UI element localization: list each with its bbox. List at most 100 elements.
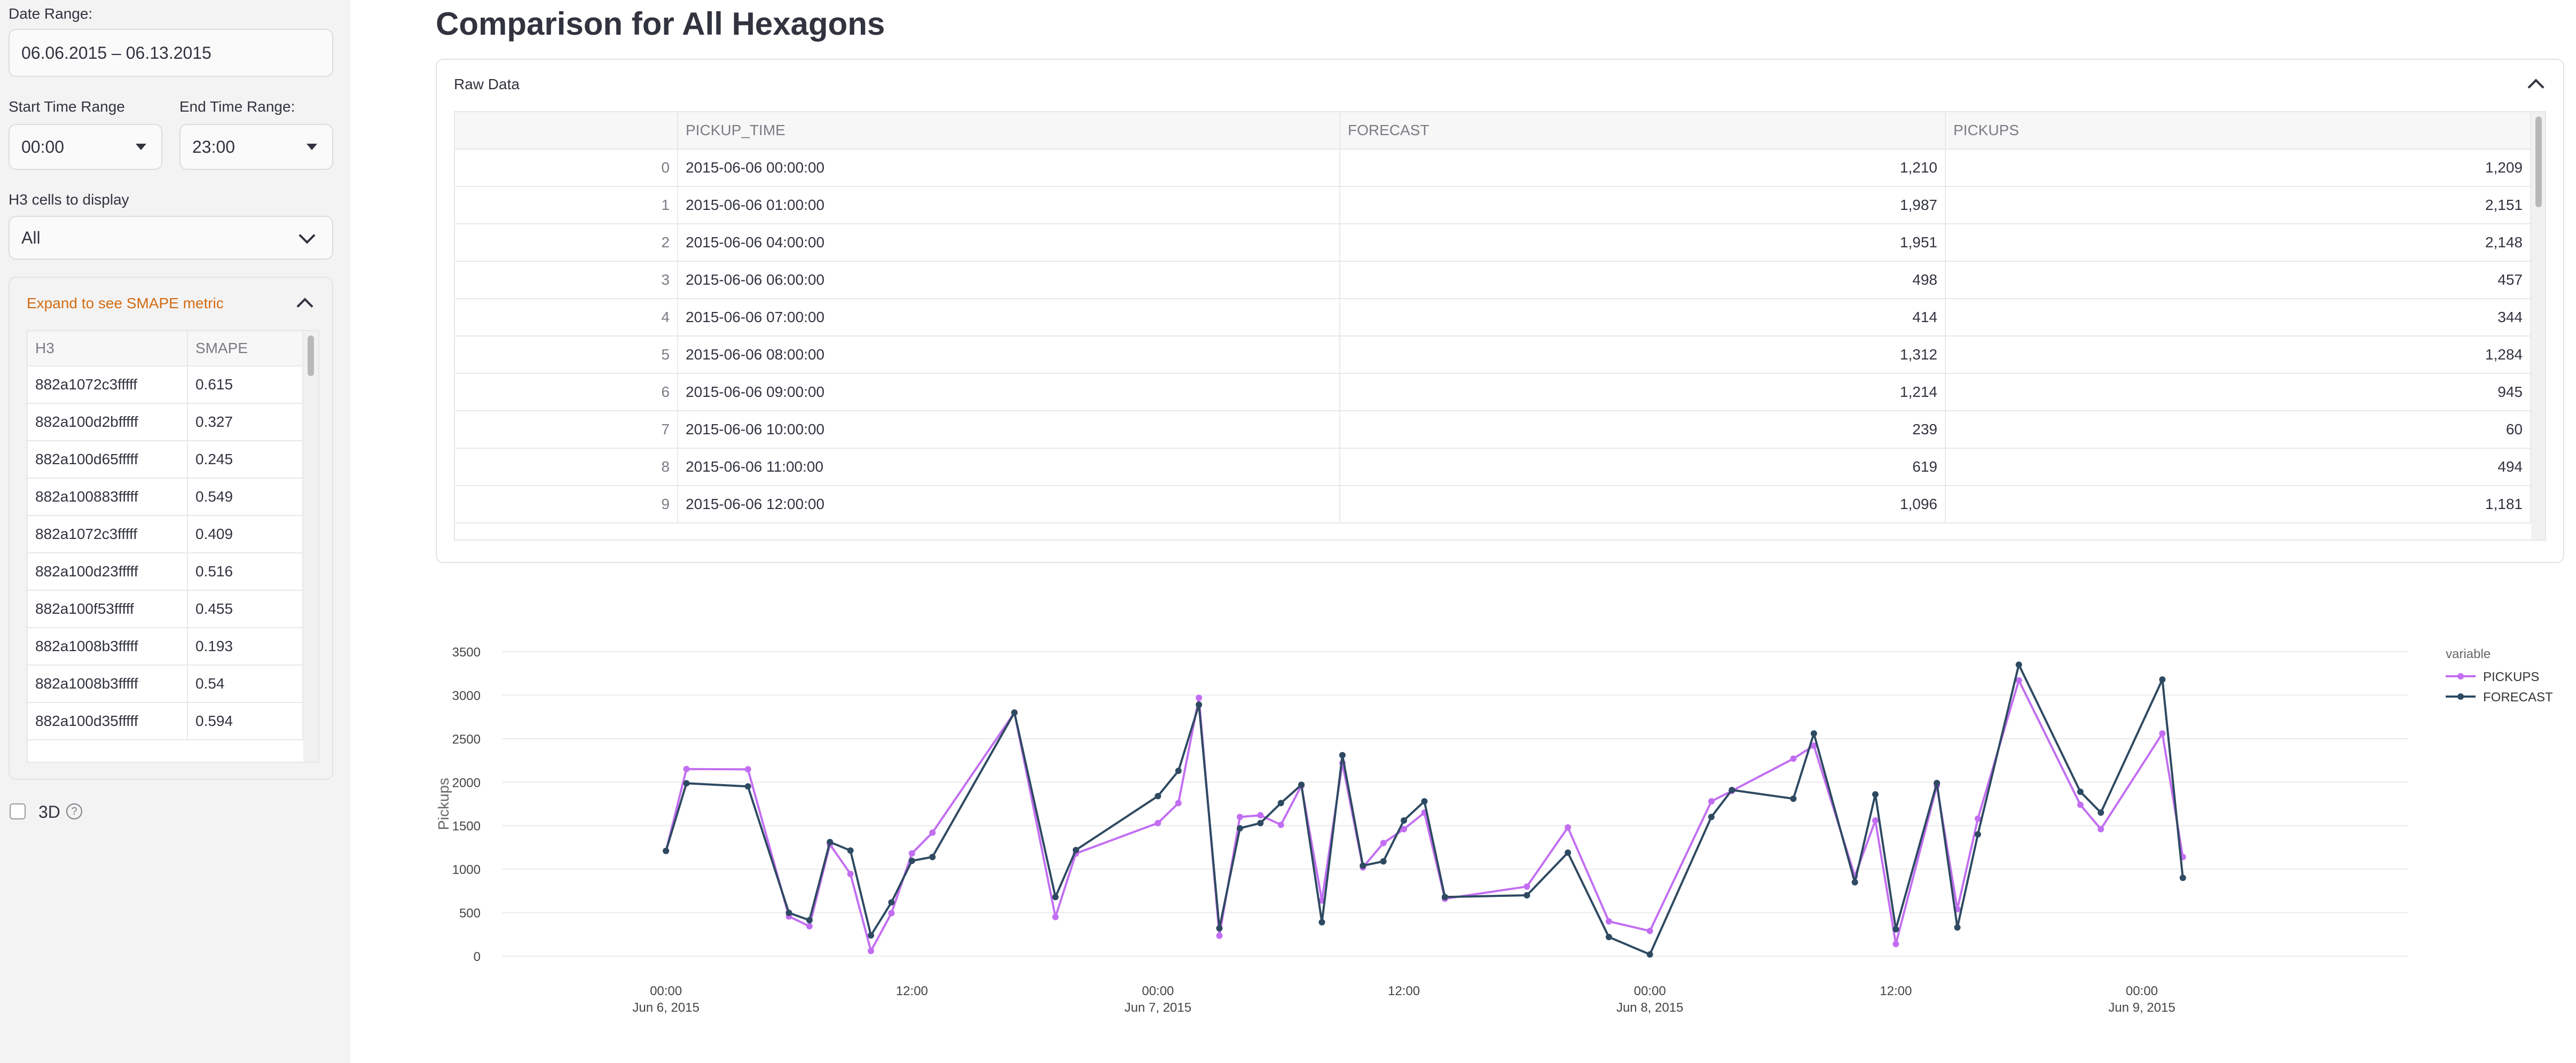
table-cell: 882a100d65fffff [28, 441, 188, 479]
table-cell: 2015-06-06 10:00:00 [678, 411, 1340, 449]
data-point-pickups [1257, 812, 1264, 819]
row-index: 4 [455, 299, 678, 337]
chevron-down-icon [299, 227, 316, 244]
smape-table-scrollbar[interactable] [303, 331, 318, 762]
scrollbar-thumb[interactable] [2535, 116, 2542, 207]
y-tick-label: 2000 [452, 776, 481, 790]
data-point-pickups [683, 765, 690, 772]
h3-cells-label: H3 cells to display [9, 191, 129, 208]
x-tick-date-label: Jun 7, 2015 [1125, 1001, 1191, 1015]
raw-data-expander: Raw Data PICKUP_TIME FORECAST PICKUPS 0 2015… [436, 59, 2564, 563]
data-point-pickups [2015, 677, 2022, 684]
table-cell: 1,284 [1946, 337, 2531, 374]
data-point-forecast [827, 839, 834, 846]
table-cell: 414 [1340, 299, 1946, 337]
table-cell: 1,312 [1340, 337, 1946, 374]
data-point-forecast [1155, 793, 1161, 800]
raw-table-scrollbar[interactable] [2531, 112, 2545, 540]
x-tick-label: 12:00 [896, 984, 928, 998]
data-point-forecast [1646, 951, 1653, 958]
table-cell: 2015-06-06 11:00:00 [678, 449, 1340, 486]
data-point-pickups [888, 910, 895, 917]
table-cell: 882a1008b3fffff [28, 666, 188, 703]
data-point-forecast [847, 847, 854, 854]
table-cell: 1,181 [1946, 486, 2531, 523]
column-header[interactable]: H3 [28, 331, 188, 366]
table-cell: 882a1072c3fffff [28, 366, 188, 404]
data-point-forecast [867, 932, 874, 939]
table-cell: 2015-06-06 04:00:00 [678, 224, 1340, 262]
data-point-pickups [1892, 941, 1899, 948]
date-range-value: 06.06.2015 – 06.13.2015 [21, 43, 211, 62]
data-point-forecast [2179, 874, 2186, 881]
table-cell: 2015-06-06 01:00:00 [678, 187, 1340, 224]
end-time-select[interactable]: 23:00 [179, 124, 333, 170]
chevron-up-icon [2527, 79, 2544, 96]
smape-expander-label: Expand to see SMAPE metric [27, 295, 224, 311]
column-header[interactable] [455, 112, 678, 150]
smape-expander-header[interactable]: Expand to see SMAPE metric [10, 278, 332, 330]
h3-cells-select[interactable]: All [9, 216, 333, 260]
data-point-forecast [1196, 701, 1203, 708]
x-tick-date-label: Jun 8, 2015 [1616, 1001, 1683, 1015]
data-point-forecast [1175, 768, 1182, 775]
table-cell: 2015-06-06 07:00:00 [678, 299, 1340, 337]
data-point-forecast [1236, 825, 1243, 832]
row-index: 6 [455, 374, 678, 411]
y-tick-label: 1000 [452, 863, 481, 877]
raw-data-expander-header[interactable]: Raw Data [437, 60, 2563, 109]
table-cell: 0.549 [188, 479, 303, 516]
data-point-pickups [1646, 927, 1653, 934]
table-cell: 0.594 [188, 703, 303, 740]
column-header[interactable]: PICKUPS [1946, 112, 2531, 150]
column-header[interactable]: SMAPE [188, 331, 303, 366]
table-cell: 1,987 [1340, 187, 1946, 224]
3d-checkbox[interactable] [10, 803, 26, 819]
table-cell: 882a1008b3fffff [28, 628, 188, 666]
column-header[interactable]: FORECAST [1340, 112, 1946, 150]
data-point-pickups [1277, 822, 1284, 828]
table-cell: 0.409 [188, 516, 303, 553]
table-cell: 344 [1946, 299, 2531, 337]
y-tick-label: 0 [474, 950, 481, 964]
data-point-forecast [929, 854, 936, 861]
row-index: 2 [455, 224, 678, 262]
row-index: 7 [455, 411, 678, 449]
data-point-forecast [744, 783, 751, 790]
data-point-forecast [1892, 926, 1899, 933]
table-cell: 882a100d23fffff [28, 553, 188, 591]
data-point-pickups [806, 923, 813, 929]
help-icon[interactable]: ? [66, 803, 82, 819]
y-axis-title: Pickups [435, 778, 452, 830]
column-header[interactable]: PICKUP_TIME [678, 112, 1340, 150]
data-point-pickups [1175, 800, 1182, 807]
data-point-forecast [1523, 892, 1530, 898]
table-cell: 1,209 [1946, 150, 2531, 187]
data-point-forecast [663, 847, 670, 854]
y-tick-label: 3500 [452, 645, 481, 660]
date-range-input[interactable]: 06.06.2015 – 06.13.2015 [9, 29, 333, 77]
data-point-forecast [2015, 661, 2022, 668]
data-point-forecast [1934, 779, 1941, 786]
table-cell: 882a1072c3fffff [28, 516, 188, 553]
row-index: 0 [455, 150, 678, 187]
chevron-up-icon [296, 298, 313, 315]
row-index: 3 [455, 262, 678, 299]
smape-table: H3 SMAPE 882a1072c3fffff 0.615 882a100d2bfff… [27, 330, 319, 763]
scrollbar-thumb[interactable] [308, 335, 314, 376]
smape-expander: Expand to see SMAPE metric H3 SMAPE 882a10… [9, 277, 333, 780]
row-index: 5 [455, 337, 678, 374]
table-cell: 0.245 [188, 441, 303, 479]
legend-marker [2457, 673, 2464, 679]
legend-marker [2457, 693, 2464, 700]
data-point-forecast [1441, 894, 1448, 901]
data-point-forecast [1974, 831, 1981, 838]
data-point-pickups [1605, 918, 1612, 925]
start-time-select[interactable]: 00:00 [9, 124, 162, 170]
data-point-forecast [1011, 709, 1018, 716]
3d-label: 3D [38, 802, 60, 822]
date-range-label: Date Range: [9, 5, 93, 22]
data-point-forecast [1216, 925, 1223, 932]
data-point-pickups [867, 948, 874, 955]
data-point-forecast [1565, 849, 1572, 856]
